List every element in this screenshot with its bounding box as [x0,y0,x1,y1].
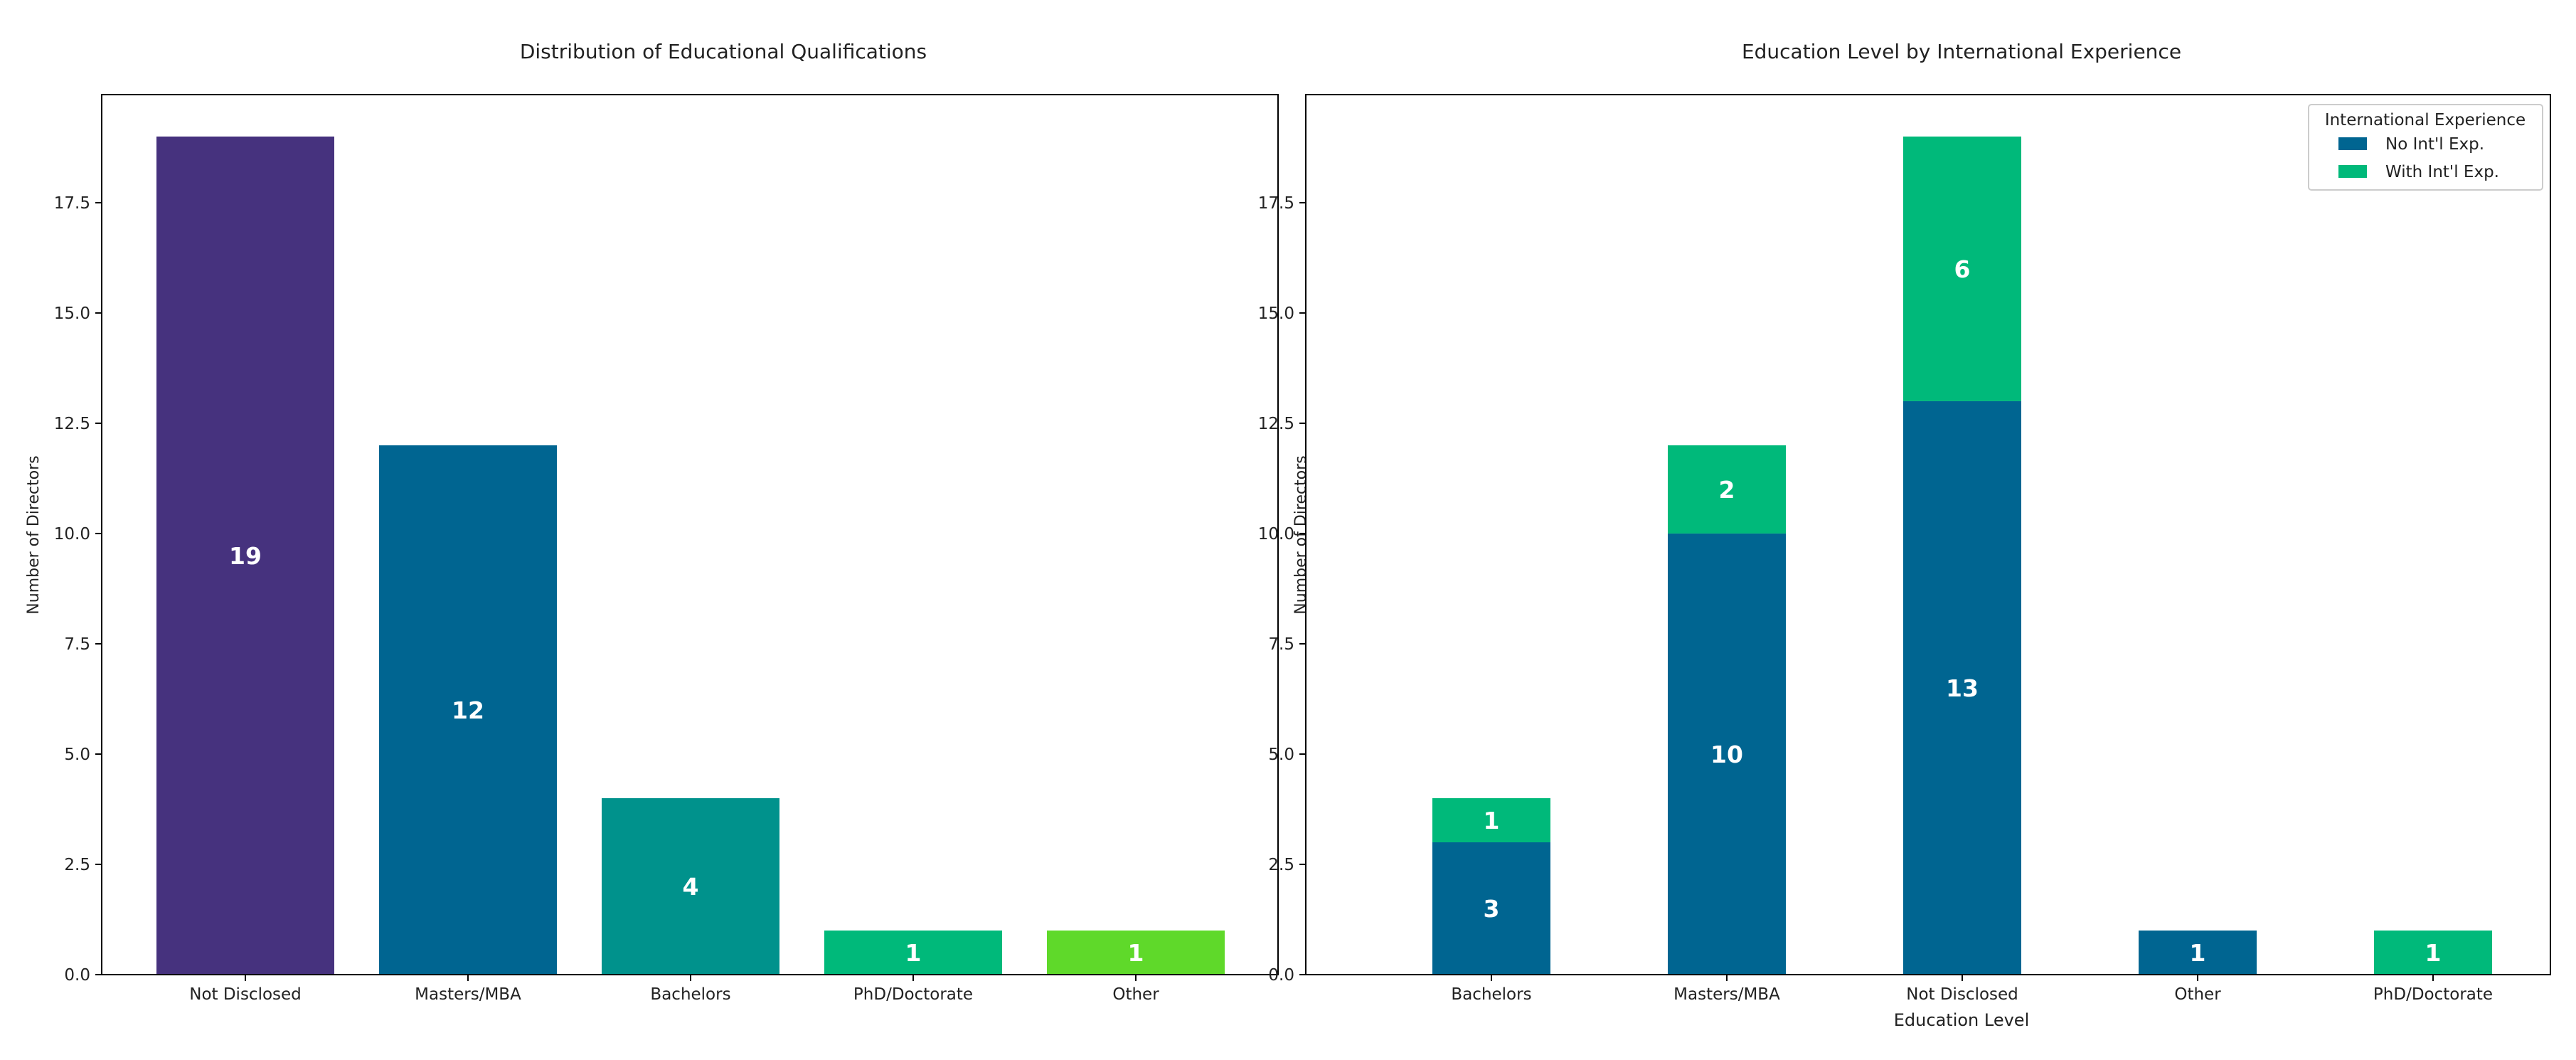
y-ticks: 0.0 2.5 5.0 7.5 10.0 12.5 15.0 17.5 [54,194,102,985]
bar-with-intl [1668,445,1786,534]
legend-label-with-intl: With Int'l Exp. [2385,163,2499,181]
y-tick-label: 7.5 [64,635,90,654]
chart-title: Distribution of Educational Qualificatio… [520,40,927,63]
legend-swatch-with-intl [2338,165,2367,178]
data-label: 3 [1484,895,1500,923]
legend-swatch-no-intl [2338,137,2367,150]
x-tick-label: PhD/Doctorate [853,985,973,1004]
x-tick-label: PhD/Doctorate [2373,985,2493,1004]
data-label: 1 [1128,939,1144,967]
x-tick-label: Not Disclosed [1906,985,2018,1004]
x-tick-label: Masters/MBA [415,985,521,1004]
data-label: 19 [229,542,262,570]
y-tick-label: 0.0 [64,966,90,985]
data-labels: 3 1 10 2 13 6 1 1 [1484,255,2442,967]
chart-educational-qualifications: Distribution of Educational Qualificatio… [25,40,1279,1004]
chart-title: Education Level by International Experie… [1742,40,2181,63]
legend-title: International Experience [2325,111,2526,129]
y-ticks: 0.0 2.5 5.0 7.5 10.0 12.5 15.0 17.5 [1258,194,1306,985]
y-tick-label: 10.0 [1258,525,1294,544]
bar-with-intl [1432,797,1550,842]
bars [156,136,1225,975]
x-tick-label: Other [1112,985,1159,1004]
bar-with-intl [1903,136,2021,401]
y-tick-label: 17.5 [54,194,90,213]
x-tick-label: Other [2174,985,2221,1004]
x-tick-label: Bachelors [1451,985,1531,1004]
x-ticks: Bachelors Masters/MBA Not Disclosed Other Ph… [1451,975,2493,1004]
bars [1432,136,2492,975]
bar [156,136,334,975]
y-tick-label: 2.5 [1268,856,1294,874]
y-tick-label: 12.5 [54,415,90,433]
x-tick-label: Bachelors [650,985,730,1004]
y-axis-label: Number of Directors [25,455,43,614]
x-tick-label: Masters/MBA [1673,985,1780,1004]
y-tick-label: 0.0 [1268,966,1294,985]
data-label: 6 [1954,255,1971,283]
data-label: 4 [683,873,699,901]
data-label: 12 [452,696,484,724]
data-label: 1 [905,939,922,967]
bar-no-intl [1432,842,1550,975]
chart-education-by-international-experience: Education Level by International Experie… [1258,40,2551,1030]
y-tick-label: 15.0 [54,304,90,323]
data-labels: 19 12 4 1 1 [229,542,1144,967]
y-tick-label: 10.0 [54,525,90,544]
bar-no-intl [2139,930,2257,975]
data-label: 1 [2190,939,2206,967]
bar-no-intl [1668,533,1786,975]
y-tick-label: 12.5 [1258,415,1294,433]
data-label: 1 [2425,939,2442,967]
bar [602,797,779,975]
data-label: 1 [1484,807,1500,834]
y-tick-label: 5.0 [1268,746,1294,764]
y-tick-label: 17.5 [1258,194,1294,213]
legend-label-no-intl: No Int'l Exp. [2385,135,2484,154]
bar [824,930,1002,975]
y-tick-label: 2.5 [64,856,90,874]
bar-no-intl [1903,401,2021,975]
y-axis-label: Number of Directors [1292,455,1310,614]
plot-frame [1305,94,2551,975]
data-label: 13 [1946,674,1979,702]
data-label: 2 [1719,476,1735,504]
y-tick-label: 5.0 [64,746,90,764]
data-label: 10 [1710,741,1743,768]
y-tick-label: 7.5 [1268,635,1294,654]
bar [1047,930,1225,975]
x-axis-label: Education Level [1894,1010,2029,1030]
x-ticks: Not Disclosed Masters/MBA Bachelors PhD/Doc… [189,975,1159,1004]
x-tick-label: Not Disclosed [189,985,302,1004]
bar [379,445,557,975]
legend-frame [2308,104,2543,191]
bar-with-intl [2374,930,2492,975]
legend: International Experience No Int'l Exp. W… [2308,104,2543,191]
y-tick-label: 15.0 [1258,304,1294,323]
